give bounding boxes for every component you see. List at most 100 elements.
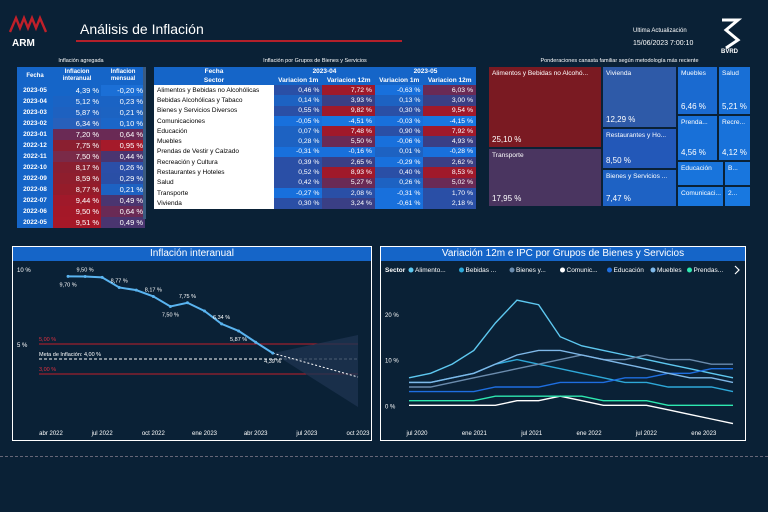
treemap-cell[interactable]: Educación (677, 161, 724, 186)
monthly-cell: 0,64 % (101, 206, 145, 217)
x-tick-label: jul 2022 (635, 431, 658, 437)
col-header[interactable]: Variacion 1m (374, 76, 424, 85)
groups-table: Fecha 2023-04 2023-05 Sector Variacion 1… (154, 67, 476, 209)
data-point[interactable] (134, 288, 138, 292)
group-row[interactable]: Transporte -0,27 % 2,08 % -0,31 % 1,70 % (154, 187, 476, 199)
legend-item[interactable]: Bebidas ... (466, 267, 497, 274)
legend-item[interactable]: Comunic... (567, 267, 598, 274)
group-row[interactable]: Bebidas Alcohólicas y Tabaco 0,14 % 3,93 %… (154, 95, 476, 106)
data-point[interactable] (66, 274, 70, 278)
data-point[interactable] (117, 285, 121, 289)
col-header[interactable]: Inflacion mensual (101, 67, 145, 85)
annual-inflation-title: Inflación interanual (13, 247, 371, 261)
x-tick-label: ene 2021 (462, 431, 488, 437)
treemap-cell[interactable]: Transporte 17,95 % (488, 148, 602, 207)
sector-series-line[interactable] (409, 358, 734, 393)
legend-item[interactable]: Alimento... (415, 267, 446, 274)
chevron-right-icon[interactable] (734, 265, 740, 275)
treemap-cell[interactable]: Salud 5,21 % (718, 66, 751, 115)
variation-cell: 0,30 % (374, 105, 424, 116)
group-row[interactable]: Prendas de Vestir y Calzado -0,31 % -0,16 … (154, 146, 476, 158)
aggregate-row[interactable]: 2022-09 8,59 % 0,29 % (17, 173, 145, 184)
y-tick-label: 20 % (385, 313, 399, 319)
data-point[interactable] (254, 340, 258, 344)
annual-cell: 9,50 % (53, 206, 102, 217)
treemap-cell[interactable]: Prenda... 4,56 % (677, 115, 718, 161)
group-row[interactable]: Muebles 0,28 % 5,50 % -0,06 % 4,93 % (154, 136, 476, 147)
legend-item[interactable]: Educación (614, 267, 645, 274)
group-row[interactable]: Bienes y Servicios Diversos 0,55 % 9,82 % 0… (154, 105, 476, 116)
aggregate-row[interactable]: 2022-11 7,50 % 0,44 % (17, 151, 145, 162)
aggregate-row[interactable]: 2022-08 8,77 % 0,21 % (17, 184, 145, 195)
legend-item[interactable]: Prendas... (694, 267, 724, 274)
col-header[interactable]: Variacion 12m (423, 76, 476, 85)
aggregate-row[interactable]: 2022-06 9,50 % 0,64 % (17, 206, 145, 217)
variation-cell: -0,61 % (374, 198, 424, 209)
data-point[interactable] (271, 351, 275, 355)
date-cell: 2022-12 (17, 140, 53, 151)
aggregate-row[interactable]: 2023-01 7,20 % 0,64 % (17, 129, 145, 140)
aggregate-row[interactable]: 2023-03 5,87 % 0,21 % (17, 107, 145, 118)
treemap-label: 2... (728, 190, 738, 197)
col-header[interactable]: Fecha (17, 67, 53, 85)
group-row[interactable]: Recreación y Cultura 0,39 % 2,65 % -0,29 % 2… (154, 157, 476, 168)
treemap-cell[interactable]: Vivienda 12,29 % (602, 66, 677, 128)
treemap-cell[interactable]: Muebles 6,46 % (677, 66, 718, 115)
data-point[interactable] (237, 329, 241, 333)
aggregate-scrollbar[interactable] (143, 67, 146, 219)
variation-cell: 0,39 % (274, 157, 323, 168)
weights-title: Ponderaciones canasta familiar según met… (540, 58, 699, 64)
sector-series-line[interactable] (409, 354, 733, 388)
col-header[interactable]: Inflacion interanual (53, 67, 102, 85)
bvrd-logo: BVRD (716, 18, 746, 55)
data-point[interactable] (151, 294, 155, 298)
aggregate-row[interactable]: 2022-07 9,44 % 0,49 % (17, 195, 145, 206)
aggregate-row[interactable]: 2023-04 5,12 % 0,23 % (17, 96, 145, 107)
legend-item[interactable]: Bienes y... (516, 267, 546, 274)
data-point[interactable] (185, 301, 189, 305)
svg-text:BVRD: BVRD (721, 49, 739, 54)
treemap-cell[interactable]: Bienes y Servicios ... 7,47 % (602, 169, 677, 207)
x-tick-label: abr 2023 (244, 431, 268, 437)
annual-cell: 9,51 % (53, 217, 102, 228)
aggregate-row[interactable]: 2022-12 7,75 % 0,95 % (17, 140, 145, 151)
data-label: 7,75 % (179, 294, 196, 300)
legend-item[interactable]: Muebles (657, 267, 682, 274)
data-point[interactable] (203, 309, 206, 313)
treemap-cell[interactable]: Alimentos y Bebidas no Alcohó... 25,10 % (488, 66, 602, 148)
sector-series-line[interactable] (409, 349, 734, 384)
aggregate-row[interactable]: 2022-05 9,51 % 0,49 % (17, 217, 145, 228)
treemap-label: Recre... (722, 119, 746, 126)
aggregate-row[interactable]: 2023-02 6,34 % 0,10 % (17, 118, 145, 129)
treemap-cell[interactable]: 2... (724, 186, 751, 207)
group-row[interactable]: Vivienda 0,30 % 3,24 % -0,61 % 2,18 % (154, 198, 476, 209)
treemap-cell[interactable]: Comunicaci... (677, 186, 724, 207)
sector-series-line[interactable] (409, 395, 733, 406)
col-header[interactable]: Variacion 12m (322, 76, 375, 85)
data-label: 8,17 % (145, 287, 162, 293)
sector-series-line[interactable] (409, 395, 734, 425)
group-row[interactable]: Educación 0,07 % 7,48 % 0,90 % 7,92 % (154, 126, 476, 137)
sector-series-line[interactable] (408, 299, 734, 379)
data-point[interactable] (220, 322, 224, 326)
monthly-cell: 0,21 % (101, 107, 145, 118)
data-point[interactable] (83, 275, 87, 278)
aggregate-row[interactable]: 2022-10 8,17 % 0,26 % (17, 162, 145, 173)
group-row[interactable]: Alimentos y Bebidas no Alcohólicas 0,46 %… (154, 85, 476, 96)
variation-cell: -0,29 % (374, 157, 424, 168)
col-header-sector[interactable]: Sector (154, 76, 274, 85)
monthly-cell: 0,21 % (101, 184, 145, 195)
aggregate-row[interactable]: 2023-05 4,39 % -0,20 % (17, 85, 145, 96)
col-header[interactable]: Variacion 1m (274, 76, 323, 85)
sector-series-line[interactable] (409, 368, 733, 393)
variation-cell: -0,05 % (274, 115, 323, 127)
data-point[interactable] (168, 305, 172, 308)
treemap-cell[interactable]: B... (724, 161, 751, 186)
group-row[interactable]: Salud 0,42 % 5,27 % 0,26 % 5,02 % (154, 177, 476, 188)
group-row[interactable]: Restaurantes y Hoteles 0,52 % 8,93 % 0,40 %… (154, 167, 476, 178)
data-point[interactable] (100, 275, 104, 279)
treemap-cell[interactable]: Recre... 4,12 % (718, 115, 751, 161)
treemap-cell[interactable]: Restaurantes y Ho... 8,50 % (602, 128, 677, 169)
group-row[interactable]: Comunicaciones -0,05 % -4,51 % -0,03 % -4,15… (154, 115, 476, 127)
sector-cell: Bebidas Alcohólicas y Tabaco (154, 95, 274, 106)
